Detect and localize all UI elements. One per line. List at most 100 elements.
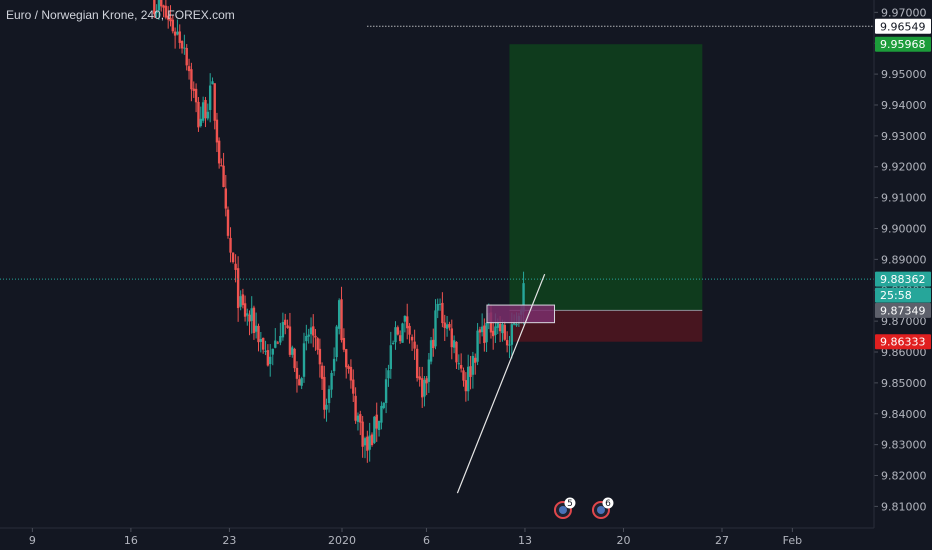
time-tick-label: 13 <box>518 534 532 547</box>
candle-body <box>494 326 497 336</box>
candle-body <box>293 348 296 369</box>
drawings[interactable] <box>0 25 874 494</box>
candle-body <box>476 330 479 362</box>
target-zone[interactable] <box>509 44 703 311</box>
stop-price-label-bg <box>875 334 931 350</box>
trendline[interactable] <box>456 273 546 494</box>
candle-body <box>153 0 156 15</box>
candle-body <box>382 402 385 408</box>
candle-body <box>160 0 163 7</box>
candle-body <box>309 327 313 335</box>
candle-body <box>345 349 348 368</box>
candle-body <box>323 376 326 410</box>
candle-body <box>359 414 362 423</box>
economic-event-icon <box>558 506 567 514</box>
target-price-label: 9.95968 <box>880 38 926 51</box>
candle-body <box>241 294 245 306</box>
event-count: 6 <box>605 499 611 509</box>
position-zones <box>509 44 703 342</box>
entry-price-label: 9.87349 <box>880 304 926 317</box>
event-count-badge <box>602 497 614 509</box>
candle-body <box>224 188 227 209</box>
high-marker-label: 9.96549 <box>880 20 926 33</box>
countdown-label: 25:58 <box>880 289 912 302</box>
time-tick-label: 23 <box>222 534 236 547</box>
time-tick-label: 6 <box>423 534 430 547</box>
candle-body <box>185 47 188 66</box>
candle-body <box>316 338 319 350</box>
candle-body <box>307 334 310 337</box>
entry-box[interactable] <box>486 304 556 324</box>
candle-body <box>363 438 367 446</box>
candle-body <box>222 165 225 188</box>
candle-body <box>391 342 395 344</box>
candle-body <box>300 378 303 386</box>
countdown-label-bg <box>875 287 931 303</box>
candle-body <box>380 405 383 423</box>
candle-body <box>496 321 499 328</box>
time-tick-label: 27 <box>715 534 729 547</box>
candle-body <box>180 41 184 49</box>
candle-body <box>284 319 287 325</box>
candle-body <box>288 326 292 355</box>
time-tick-label: 2020 <box>328 534 356 547</box>
price-labels: 9.96549 9.95968 9.88362 25:58 9.87349 9.86333 <box>875 18 931 350</box>
candle-body <box>281 322 285 338</box>
candle-body <box>373 416 376 443</box>
price-tick-label: 9.95000 <box>881 68 927 81</box>
candle-body <box>157 0 161 11</box>
price-tick-label: 9.93000 <box>881 130 927 143</box>
price-tick-label: 9.81000 <box>881 500 927 513</box>
price-tick-label: 9.87000 <box>881 315 927 328</box>
candle-body <box>252 307 256 334</box>
candle-body <box>192 88 195 91</box>
candle-body <box>279 335 282 343</box>
candle-body <box>462 370 465 381</box>
candle-body <box>257 325 260 343</box>
candle-body <box>464 380 468 392</box>
candle-body <box>396 327 400 335</box>
candle-body <box>436 303 439 311</box>
candle-body <box>515 323 518 326</box>
last-price-label-bg <box>875 271 931 287</box>
time-axis[interactable]: 9 16 23 2020 6 13 20 27 Feb <box>0 527 874 547</box>
candle-body <box>452 340 456 348</box>
candle-body <box>264 350 267 352</box>
candle-body <box>243 303 247 317</box>
candle-body <box>441 302 444 324</box>
price-tick-label: 9.83000 <box>881 439 927 452</box>
candle-body <box>450 328 453 348</box>
candle-body <box>169 17 172 22</box>
candle-body <box>266 350 270 366</box>
candle-body <box>166 15 170 20</box>
candle-body <box>305 335 308 342</box>
candle-body <box>398 335 402 342</box>
candle-body <box>438 303 442 305</box>
candle-body <box>274 340 277 348</box>
candle-body <box>384 379 388 403</box>
candle-body <box>508 344 511 346</box>
candle-body <box>286 325 289 328</box>
candle-body <box>505 340 509 346</box>
candle-body <box>354 395 357 421</box>
candle-body <box>291 347 294 355</box>
candle-body <box>377 420 381 431</box>
candle-body <box>418 376 421 380</box>
candle-body <box>503 324 506 340</box>
candle-body <box>498 323 502 332</box>
candle-body <box>425 378 428 384</box>
candle-body <box>432 339 435 349</box>
candle-body <box>190 69 193 90</box>
candle-body <box>375 414 378 429</box>
candle-body <box>478 329 482 333</box>
candle-body <box>246 313 249 316</box>
candle-body <box>269 356 272 365</box>
candle-body <box>276 342 280 344</box>
candle-body <box>491 330 495 337</box>
candle-body <box>261 337 265 350</box>
candle-body <box>332 358 336 372</box>
price-axis[interactable]: 9.970009.960009.950009.940009.930009.920… <box>873 0 927 528</box>
